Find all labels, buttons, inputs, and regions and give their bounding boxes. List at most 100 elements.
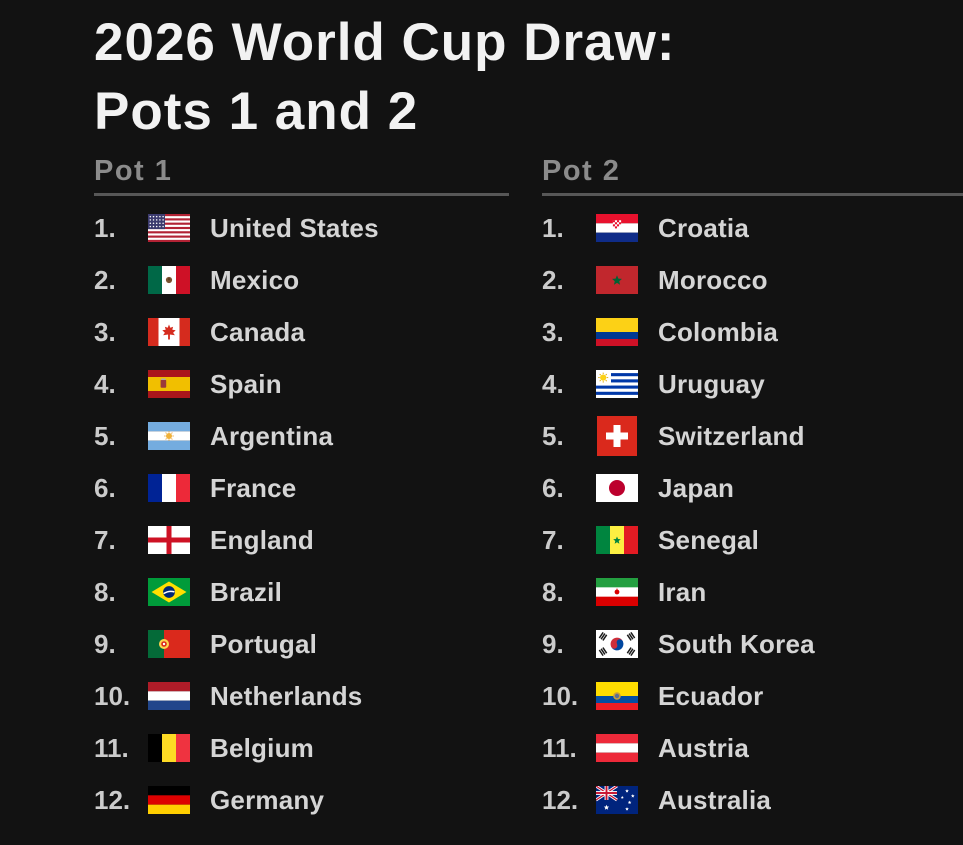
flag-br-icon xyxy=(148,571,190,613)
pot-2-column: Pot 2 1. Croatia 2. Morocco 3. Colombia 4. Urug… xyxy=(542,154,963,826)
team-row: 6. France xyxy=(94,462,509,514)
rank-label: 2. xyxy=(94,264,116,295)
country-name: Uruguay xyxy=(658,368,765,399)
rank-label: 8. xyxy=(94,576,116,607)
country-name: Austria xyxy=(658,732,749,763)
rank-label: 5. xyxy=(542,420,564,451)
team-row: 2. Mexico xyxy=(94,254,509,306)
pot-1-label: Pot 1 xyxy=(94,155,173,187)
team-row: 1. Croatia xyxy=(542,202,963,254)
rank-label: 12. xyxy=(94,784,131,815)
country-name: Spain xyxy=(210,368,282,399)
country-name: Brazil xyxy=(210,576,283,607)
team-row: 10. Netherlands xyxy=(94,670,509,722)
team-row: 9. Portugal xyxy=(94,618,509,670)
rank-label: 4. xyxy=(542,368,564,399)
team-row: 6. Japan xyxy=(542,462,963,514)
country-name: Portugal xyxy=(210,628,318,659)
country-name: Croatia xyxy=(658,212,749,243)
rank-label: 7. xyxy=(542,524,564,555)
team-row: 3. Canada xyxy=(94,306,509,358)
rank-label: 11. xyxy=(542,732,577,763)
pot-2-label: Pot 2 xyxy=(542,155,621,187)
country-name: Japan xyxy=(658,472,735,503)
flag-ca-icon xyxy=(148,311,190,353)
country-name: Netherlands xyxy=(210,680,363,711)
rank-label: 4. xyxy=(94,368,116,399)
pot-1-underline xyxy=(94,193,509,196)
country-name: Argentina xyxy=(210,420,334,451)
rank-label: 9. xyxy=(542,628,564,659)
flag-ec-icon xyxy=(596,675,638,717)
country-name: Morocco xyxy=(658,264,768,295)
flag-us-icon xyxy=(148,207,190,249)
title-line-1: 2026 World Cup Draw: xyxy=(94,13,676,72)
country-name: Germany xyxy=(210,784,325,815)
pots-container: Pot 1 1. United States 2. Mexico 3. Canada 4. S… xyxy=(94,154,963,826)
flag-au-icon xyxy=(596,779,638,821)
flag-co-icon xyxy=(596,311,638,353)
rank-label: 6. xyxy=(542,472,564,503)
country-name: Australia xyxy=(658,784,772,815)
pot-2-list: 1. Croatia 2. Morocco 3. Colombia 4. Uruguay 5. S… xyxy=(542,196,963,826)
flag-ma-icon xyxy=(596,259,638,301)
team-row: 5. Switzerland xyxy=(542,410,963,462)
country-name: Ecuador xyxy=(658,680,764,711)
country-name: Iran xyxy=(658,576,707,607)
team-row: 8. Brazil xyxy=(94,566,509,618)
rank-label: 9. xyxy=(94,628,116,659)
flag-eng-icon xyxy=(148,519,190,561)
flag-ch-icon xyxy=(596,415,638,457)
country-name: Mexico xyxy=(210,264,300,295)
country-name: France xyxy=(210,472,297,503)
rank-label: 5. xyxy=(94,420,116,451)
flag-at-icon xyxy=(596,727,638,769)
rank-label: 2. xyxy=(542,264,564,295)
rank-label: 7. xyxy=(94,524,116,555)
flag-pt-icon xyxy=(148,623,190,665)
pot-1-list: 1. United States 2. Mexico 3. Canada 4. Spain 5.… xyxy=(94,196,509,826)
flag-kr-icon xyxy=(596,623,638,665)
team-row: 7. Senegal xyxy=(542,514,963,566)
team-row: 5. Argentina xyxy=(94,410,509,462)
rank-label: 8. xyxy=(542,576,564,607)
team-row: 1. United States xyxy=(94,202,509,254)
flag-ir-icon xyxy=(596,571,638,613)
country-name: Colombia xyxy=(658,316,779,347)
team-row: 4. Spain xyxy=(94,358,509,410)
rank-label: 3. xyxy=(542,316,564,347)
rank-label: 10. xyxy=(542,680,579,711)
flag-uy-icon xyxy=(596,363,638,405)
flag-de-icon xyxy=(148,779,190,821)
country-name: Senegal xyxy=(658,524,760,555)
rank-label: 11. xyxy=(94,732,129,763)
flag-sn-icon xyxy=(596,519,638,561)
team-row: 12. Germany xyxy=(94,774,509,826)
team-row: 2. Morocco xyxy=(542,254,963,306)
flag-ar-icon xyxy=(148,415,190,457)
team-row: 3. Colombia xyxy=(542,306,963,358)
team-row: 11. Belgium xyxy=(94,722,509,774)
page-title: 2026 World Cup Draw: Pots 1 and 2 xyxy=(94,8,963,146)
country-name: United States xyxy=(210,212,379,243)
pot-1-column: Pot 1 1. United States 2. Mexico 3. Canada 4. S… xyxy=(94,154,509,826)
rank-label: 1. xyxy=(94,212,116,243)
team-row: 11. Austria xyxy=(542,722,963,774)
team-row: 10. Ecuador xyxy=(542,670,963,722)
country-name: Switzerland xyxy=(658,420,805,451)
team-row: 7. England xyxy=(94,514,509,566)
country-name: Canada xyxy=(210,316,306,347)
team-row: 8. Iran xyxy=(542,566,963,618)
team-row: 12. Australia xyxy=(542,774,963,826)
flag-hr-icon xyxy=(596,207,638,249)
rank-label: 10. xyxy=(94,680,131,711)
team-row: 9. South Korea xyxy=(542,618,963,670)
rank-label: 6. xyxy=(94,472,116,503)
title-line-2: Pots 1 and 2 xyxy=(94,82,419,141)
flag-fr-icon xyxy=(148,467,190,509)
rank-label: 1. xyxy=(542,212,564,243)
country-name: Belgium xyxy=(210,732,314,763)
flag-be-icon xyxy=(148,727,190,769)
flag-nl-icon xyxy=(148,675,190,717)
flag-mx-icon xyxy=(148,259,190,301)
